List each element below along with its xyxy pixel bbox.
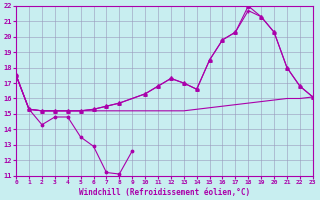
X-axis label: Windchill (Refroidissement éolien,°C): Windchill (Refroidissement éolien,°C) (79, 188, 250, 197)
